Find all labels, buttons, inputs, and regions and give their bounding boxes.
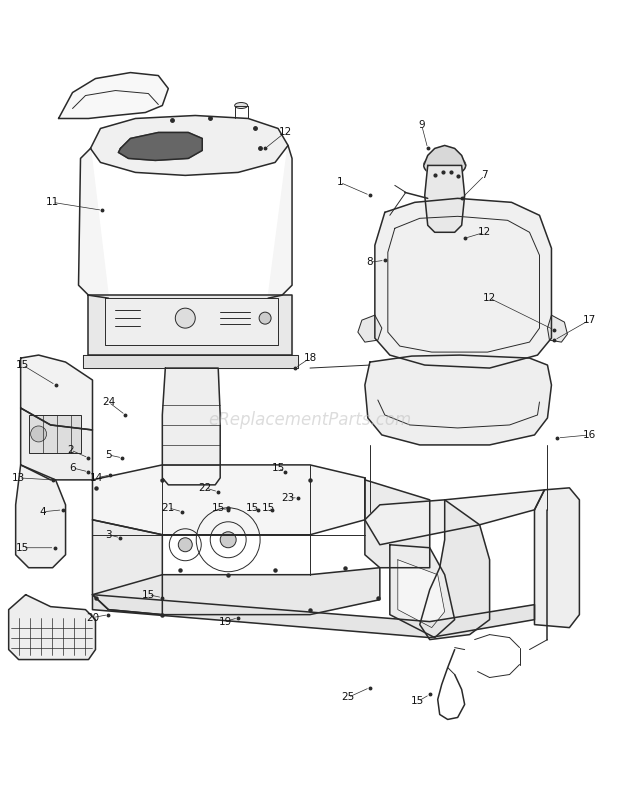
Polygon shape (375, 198, 551, 368)
Text: 3: 3 (105, 530, 112, 540)
Polygon shape (423, 145, 466, 165)
Text: 24: 24 (102, 397, 115, 407)
Text: 15: 15 (142, 589, 155, 600)
Text: 17: 17 (583, 315, 596, 325)
Text: 1: 1 (337, 177, 343, 188)
Text: 15: 15 (246, 503, 259, 512)
Polygon shape (20, 355, 92, 430)
Circle shape (179, 538, 192, 552)
Text: 23: 23 (281, 493, 294, 503)
Text: 18: 18 (303, 353, 317, 363)
Text: 15: 15 (411, 696, 424, 707)
Polygon shape (89, 295, 292, 355)
Text: 12: 12 (478, 227, 491, 237)
Text: 15: 15 (16, 360, 29, 370)
Text: 15: 15 (16, 543, 29, 553)
Polygon shape (92, 594, 534, 638)
Polygon shape (16, 465, 66, 568)
Polygon shape (82, 355, 298, 368)
Polygon shape (425, 165, 464, 233)
Polygon shape (268, 145, 292, 298)
Circle shape (220, 532, 236, 548)
Polygon shape (390, 545, 454, 638)
Polygon shape (118, 132, 202, 160)
Text: 22: 22 (198, 483, 212, 493)
Polygon shape (547, 315, 567, 342)
Polygon shape (420, 500, 490, 639)
Polygon shape (9, 594, 95, 659)
Polygon shape (365, 490, 544, 545)
Polygon shape (398, 560, 445, 628)
Circle shape (30, 426, 46, 442)
Ellipse shape (423, 155, 466, 176)
FancyBboxPatch shape (29, 415, 81, 453)
Polygon shape (92, 568, 380, 614)
Text: 25: 25 (341, 692, 355, 703)
Polygon shape (20, 408, 92, 480)
Text: 16: 16 (583, 430, 596, 440)
Polygon shape (91, 115, 288, 176)
Text: 15: 15 (262, 503, 275, 512)
Text: 20: 20 (86, 613, 99, 622)
Polygon shape (358, 315, 382, 342)
Text: 5: 5 (105, 450, 112, 460)
Text: 14: 14 (90, 473, 103, 483)
Text: 6: 6 (69, 463, 76, 473)
Polygon shape (162, 368, 220, 485)
Ellipse shape (234, 103, 247, 108)
Text: 15: 15 (211, 503, 225, 512)
Text: 8: 8 (366, 257, 373, 267)
Polygon shape (105, 298, 278, 345)
Text: 12: 12 (278, 128, 291, 137)
Text: 4: 4 (39, 507, 46, 516)
Polygon shape (92, 465, 365, 535)
Polygon shape (534, 488, 580, 628)
Text: 7: 7 (481, 170, 488, 180)
Polygon shape (365, 478, 430, 568)
Polygon shape (365, 355, 551, 445)
Circle shape (175, 308, 195, 328)
Text: 19: 19 (219, 617, 232, 626)
Text: 9: 9 (418, 120, 425, 131)
Text: 12: 12 (483, 294, 496, 303)
Text: eReplacementParts.com: eReplacementParts.com (208, 411, 412, 429)
Text: 2: 2 (67, 445, 74, 455)
Text: 15: 15 (272, 463, 285, 473)
Text: 13: 13 (12, 473, 25, 483)
Text: 11: 11 (46, 197, 59, 208)
Circle shape (259, 312, 271, 324)
Polygon shape (92, 520, 162, 614)
Text: 21: 21 (162, 503, 175, 512)
Polygon shape (79, 148, 108, 298)
Polygon shape (58, 72, 168, 119)
